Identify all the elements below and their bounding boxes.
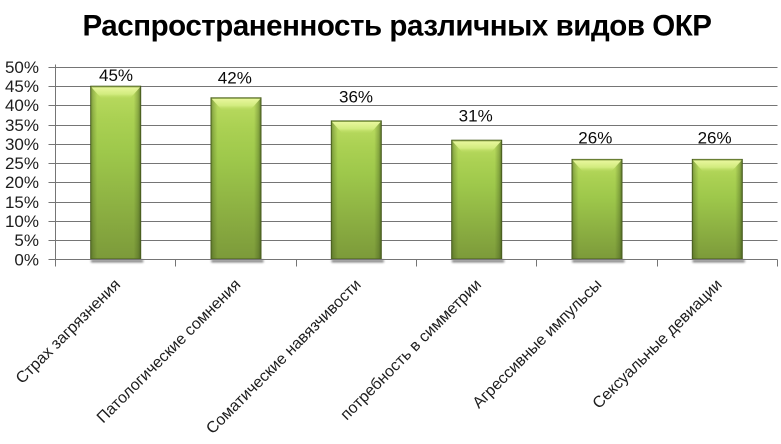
svg-text:Распространенность различных в: Распространенность различных видов ОКР [82,10,711,43]
svg-text:20%: 20% [5,173,39,192]
svg-text:31%: 31% [459,107,493,126]
svg-text:42%: 42% [218,69,252,88]
svg-text:36%: 36% [339,88,373,107]
svg-text:26%: 26% [578,128,612,147]
svg-text:40%: 40% [5,96,39,115]
svg-text:0%: 0% [14,251,39,270]
svg-text:26%: 26% [698,128,732,147]
svg-text:25%: 25% [5,154,39,173]
svg-text:35%: 35% [5,116,39,135]
svg-text:45%: 45% [5,77,39,96]
svg-text:30%: 30% [5,135,39,154]
svg-text:45%: 45% [99,66,133,85]
svg-text:15%: 15% [5,193,39,212]
svg-text:10%: 10% [5,212,39,231]
svg-text:5%: 5% [14,231,39,250]
svg-text:50%: 50% [5,58,39,77]
